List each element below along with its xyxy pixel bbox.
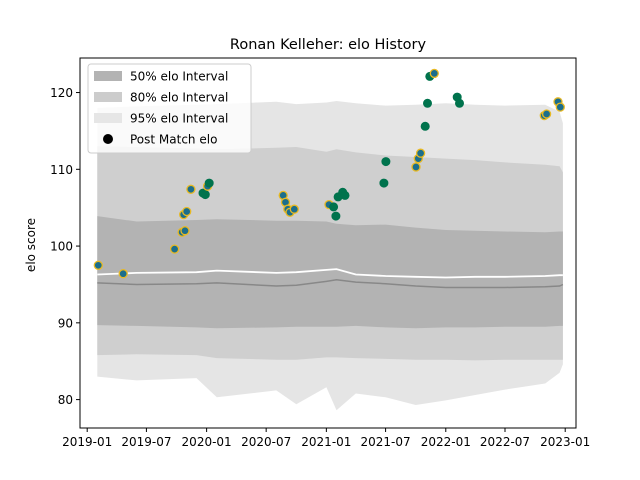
- post-match-elo-point: [555, 102, 565, 112]
- band-50-interval: [97, 216, 563, 329]
- post-match-elo-point: [289, 204, 299, 214]
- legend-swatch: [94, 71, 122, 81]
- post-match-elo-point: [420, 121, 430, 131]
- legend-label: 50% elo Interval: [130, 70, 228, 84]
- y-tick-label: 120: [50, 86, 73, 100]
- post-match-elo-point: [541, 109, 552, 119]
- chart-title: Ronan Kelleher: elo History: [230, 37, 427, 53]
- x-tick-label: 2020-07: [241, 435, 291, 449]
- x-tick-label: 2019-07: [121, 435, 171, 449]
- x-tick-label: 2023-01: [540, 435, 590, 449]
- post-match-elo-point: [200, 190, 210, 200]
- plot-frame: [79, 57, 577, 429]
- y-tick-label: 100: [50, 240, 73, 254]
- plot-area: [93, 68, 565, 411]
- y-tick-label: 90: [58, 316, 73, 330]
- post-match-elo-point: [182, 206, 192, 217]
- x-tick-label: 2020-01: [182, 435, 232, 449]
- legend-label: 95% elo Interval: [130, 112, 228, 126]
- legend-swatch: [94, 92, 122, 102]
- median-elo-line: [97, 279, 564, 289]
- post-match-elo-point: [331, 211, 341, 221]
- post-match-elo-point: [423, 98, 432, 108]
- post-match-elo-point: [455, 98, 464, 108]
- legend-swatch: [94, 113, 122, 123]
- post-match-elo-point: [329, 202, 339, 212]
- post-match-elo-point: [379, 178, 389, 188]
- post-match-elo-point: [415, 148, 426, 158]
- post-match-elo-point: [169, 244, 180, 254]
- legend: 50% elo Interval 80% elo Interval 95% elo …: [87, 63, 252, 154]
- y-tick-label: 80: [58, 393, 73, 407]
- x-tick-label: 2021-01: [301, 435, 351, 449]
- x-tick-label: 2022-01: [421, 435, 471, 449]
- post-match-elo-point: [429, 68, 439, 79]
- post-match-elo-point: [180, 226, 190, 236]
- legend-marker: [103, 134, 113, 144]
- post-match-elo-point: [381, 157, 391, 167]
- post-match-elo-point: [340, 190, 350, 200]
- x-tick-label: 2019-01: [62, 435, 112, 449]
- y-tick-label: 110: [50, 163, 73, 177]
- x-axis: 2019-01 2019-07 2020-01 2020-07 2021-01 2021-…: [62, 428, 590, 449]
- post-match-elo-point: [186, 184, 196, 194]
- mean-elo-line: [97, 268, 563, 279]
- legend-label: Post Match elo: [130, 133, 217, 147]
- legend-label: 80% elo Interval: [130, 91, 228, 105]
- post-match-elo-point: [93, 260, 103, 270]
- post-match-elo-point: [118, 269, 128, 279]
- y-axis-label: elo score: [24, 218, 38, 272]
- y-axis: 80 90 100 110 120: [50, 86, 80, 407]
- post-match-elo-point: [411, 162, 421, 172]
- x-tick-label: 2021-07: [361, 435, 411, 449]
- x-tick-label: 2022-07: [480, 435, 530, 449]
- post-match-elo-point: [204, 178, 214, 188]
- legend-box: [87, 63, 252, 154]
